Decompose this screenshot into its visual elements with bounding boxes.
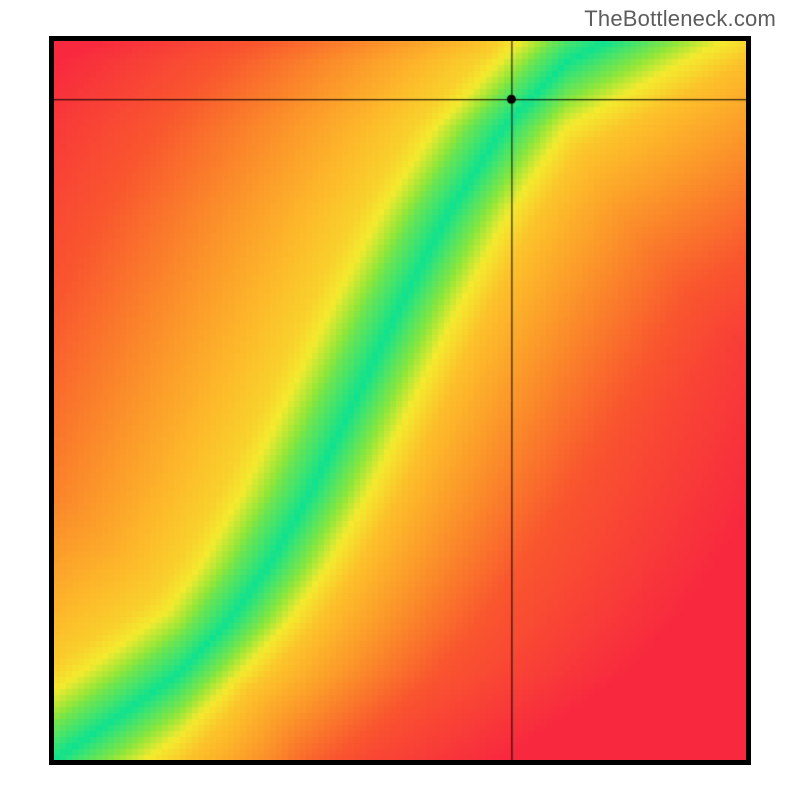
chart-frame [49,36,751,765]
bottleneck-heatmap [54,41,746,760]
watermark-text: TheBottleneck.com [584,6,776,32]
chart-container: TheBottleneck.com [0,0,800,800]
